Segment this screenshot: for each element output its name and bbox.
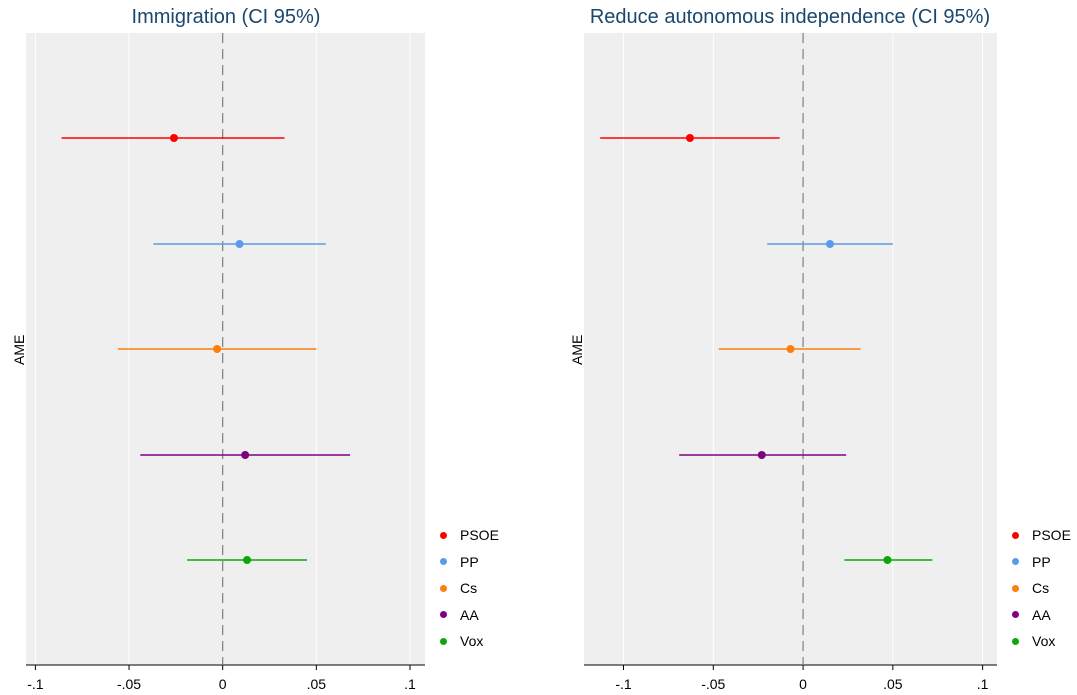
legend-marker: [440, 531, 447, 539]
legend-item-cs: Cs: [1012, 575, 1071, 602]
point-estimate-pp: [826, 240, 835, 248]
point-estimate-vox: [883, 556, 892, 564]
point-estimate-pp: [235, 240, 244, 248]
legend-label: PP: [460, 553, 479, 570]
legend-label: Vox: [1032, 633, 1056, 650]
legend-marker: [440, 637, 447, 645]
chart-plot-immigration: -.1 -.05 0 .05 .1: [26, 33, 425, 692]
point-estimate-vox: [243, 556, 252, 564]
legend-marker: [1012, 611, 1019, 619]
legend-label: PP: [1032, 553, 1051, 570]
legend-label: Cs: [460, 580, 478, 597]
x-tick-label: -.1: [27, 676, 44, 692]
legend-item-cs: Cs: [440, 575, 499, 602]
legend-item-psoe: PSOE: [440, 522, 499, 549]
point-estimate-psoe: [685, 134, 694, 142]
legend: PSOE PP Cs AA Vox: [440, 522, 499, 655]
legend-marker: [1012, 558, 1019, 566]
x-tick-label: .05: [883, 676, 903, 692]
legend-marker: [1012, 584, 1019, 592]
x-tick-label: -.05: [117, 676, 141, 692]
legend-item-vox: Vox: [440, 628, 499, 655]
legend-item-aa: AA: [440, 602, 499, 629]
legend-label: PSOE: [1032, 527, 1071, 544]
legend: PSOE PP Cs AA Vox: [1012, 522, 1071, 655]
legend-marker: [440, 558, 447, 566]
chart-title: Immigration (CI 95%): [131, 6, 321, 28]
legend-label: PSOE: [460, 527, 499, 544]
chart-plot-autonomy: -.1 -.05 0 .05 .1: [584, 33, 997, 692]
legend-marker: [1012, 531, 1019, 539]
legend-label: AA: [1032, 606, 1051, 623]
point-estimate-aa: [241, 451, 250, 459]
legend-label: AA: [460, 606, 479, 623]
x-tick-label: -.1: [615, 676, 632, 692]
legend-item-pp: PP: [1012, 549, 1071, 576]
legend-label: Cs: [1032, 580, 1050, 597]
point-estimate-aa: [757, 451, 766, 459]
chart-title: Reduce autonomous independence (CI 95%): [589, 6, 991, 28]
legend-item-pp: PP: [440, 549, 499, 576]
legend-item-vox: Vox: [1012, 628, 1071, 655]
x-tick-label: -.05: [701, 676, 725, 692]
legend-item-psoe: PSOE: [1012, 522, 1071, 549]
x-tick-label: .1: [977, 676, 989, 692]
x-tick-label: 0: [219, 676, 227, 692]
point-estimate-cs: [786, 345, 795, 353]
x-tick-label: 0: [799, 676, 807, 692]
legend-marker: [1012, 637, 1019, 645]
legend-marker: [440, 584, 447, 592]
point-estimate-psoe: [169, 134, 178, 142]
point-estimate-cs: [213, 345, 222, 353]
x-tick-label: .05: [307, 676, 327, 692]
legend-item-aa: AA: [1012, 602, 1071, 629]
x-tick-label: .1: [404, 676, 416, 692]
legend-marker: [440, 611, 447, 619]
legend-label: Vox: [460, 633, 484, 650]
